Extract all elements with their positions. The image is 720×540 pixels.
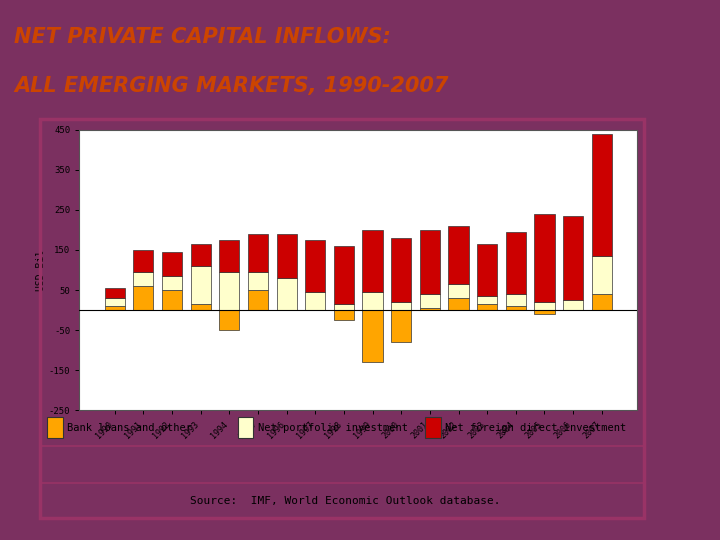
Bar — [248, 290, 268, 310]
Bar — [505, 294, 526, 306]
Bar — [191, 266, 211, 304]
Bar — [391, 302, 411, 310]
Bar — [449, 284, 469, 298]
Bar — [592, 256, 612, 294]
Bar — [592, 133, 612, 256]
Bar — [248, 272, 268, 290]
Bar — [219, 310, 239, 330]
Bar — [420, 294, 440, 308]
Bar — [191, 244, 211, 266]
Text: Source:  IMF, World Economic Outlook database.: Source: IMF, World Economic Outlook data… — [190, 496, 501, 505]
Bar — [219, 240, 239, 272]
Bar — [133, 250, 153, 272]
Bar — [534, 310, 554, 314]
Bar — [534, 214, 554, 302]
Text: Bank loans and other: Bank loans and other — [67, 423, 192, 433]
Bar — [191, 304, 211, 310]
Bar — [162, 290, 182, 310]
Bar — [449, 298, 469, 310]
Bar — [133, 272, 153, 286]
Text: ALL EMERGING MARKETS, 1990-2007: ALL EMERGING MARKETS, 1990-2007 — [14, 76, 449, 96]
Bar — [219, 272, 239, 310]
Bar — [391, 238, 411, 302]
Y-axis label: USD Bil: USD Bil — [36, 249, 46, 291]
Bar — [334, 246, 354, 304]
Bar — [534, 302, 554, 310]
Bar — [563, 300, 583, 310]
Bar — [104, 306, 125, 310]
Text: NET PRIVATE CAPITAL INFLOWS:: NET PRIVATE CAPITAL INFLOWS: — [14, 27, 391, 47]
Bar — [449, 226, 469, 284]
Bar — [334, 304, 354, 310]
Bar — [420, 230, 440, 294]
Bar — [592, 294, 612, 310]
Text: Net foreign direct investment: Net foreign direct investment — [445, 423, 626, 433]
Bar — [391, 310, 411, 342]
Bar — [104, 298, 125, 306]
Bar — [305, 240, 325, 292]
Bar — [133, 286, 153, 310]
Bar — [276, 234, 297, 278]
Bar — [477, 244, 498, 296]
Bar — [162, 252, 182, 276]
Text: Net portfolio investment: Net portfolio investment — [258, 423, 408, 433]
Bar — [162, 276, 182, 290]
Bar — [362, 310, 382, 362]
Bar — [276, 278, 297, 310]
Bar — [305, 292, 325, 310]
Bar — [248, 234, 268, 272]
Bar — [505, 232, 526, 294]
Bar — [420, 308, 440, 310]
Bar — [362, 230, 382, 292]
Bar — [477, 304, 498, 310]
Bar — [505, 306, 526, 310]
Bar — [104, 288, 125, 298]
Bar — [563, 216, 583, 300]
Bar — [477, 296, 498, 304]
Bar — [334, 310, 354, 320]
Bar — [362, 292, 382, 310]
